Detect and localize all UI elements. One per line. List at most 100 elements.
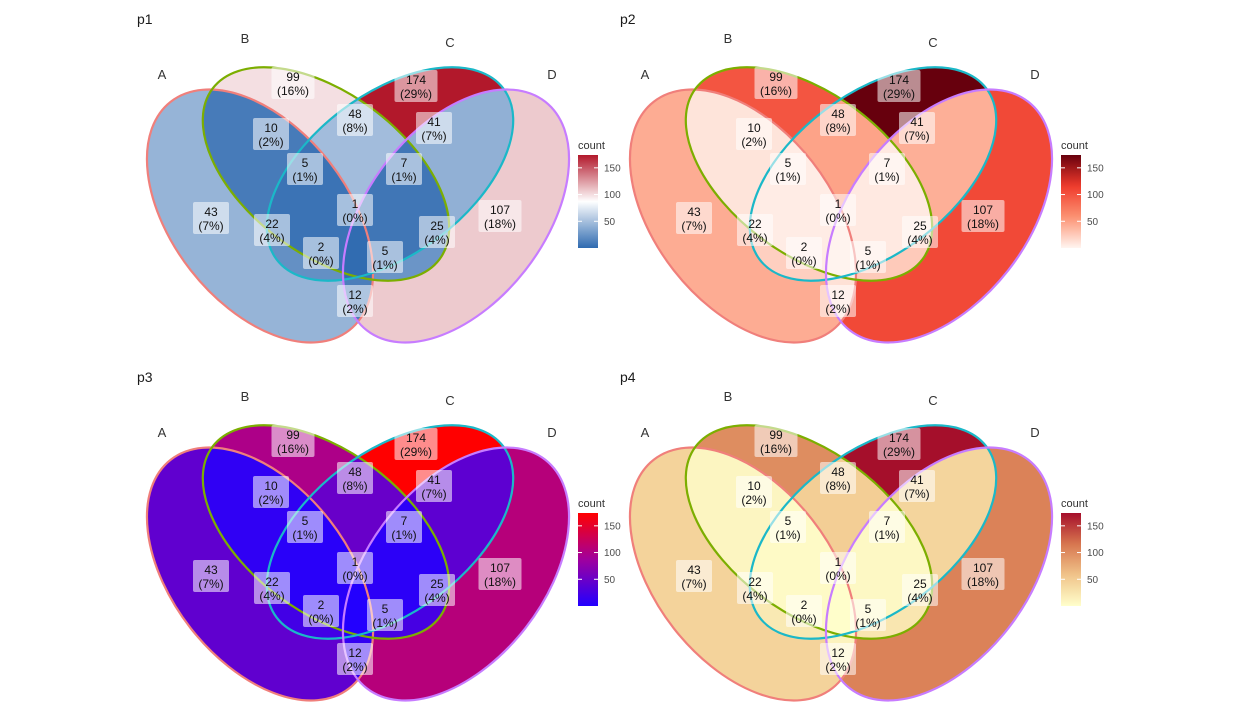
set-label-d: D xyxy=(1030,425,1039,440)
region-label-box xyxy=(337,552,373,584)
region-label-abcd: 1(0%) xyxy=(337,194,373,226)
region-count: 22 xyxy=(748,575,762,589)
region-label-box xyxy=(254,572,290,604)
region-percent: (7%) xyxy=(198,577,223,591)
legend: count 50 100 150 xyxy=(578,498,621,606)
region-label-d: 107(18%) xyxy=(478,200,522,232)
region-label-box xyxy=(386,153,422,185)
region-label-acd: 2(0%) xyxy=(786,595,822,627)
region-label-bcd: 7(1%) xyxy=(869,511,905,543)
region-label-box xyxy=(736,118,772,150)
region-percent: (4%) xyxy=(742,589,767,603)
region-count: 5 xyxy=(865,602,872,616)
region-label-box xyxy=(820,643,856,675)
legend: count 50 100 150 xyxy=(1061,498,1104,606)
region-label-ac: 22(4%) xyxy=(737,572,773,604)
region-label-box xyxy=(416,112,452,144)
region-count: 25 xyxy=(430,577,444,591)
region-label-b: 99(16%) xyxy=(754,67,798,99)
region-percent: (2%) xyxy=(741,493,766,507)
region-label-box xyxy=(786,237,822,269)
region-label-acd: 2(0%) xyxy=(303,237,339,269)
region-label-box xyxy=(367,599,403,631)
region-label-d: 107(18%) xyxy=(961,200,1005,232)
set-outline-a xyxy=(628,446,858,702)
region-label-box xyxy=(786,595,822,627)
region-label-abcd: 1(0%) xyxy=(820,194,856,226)
region-count: 5 xyxy=(302,156,309,170)
legend-tick-label: 100 xyxy=(604,548,621,559)
region-label-abc: 5(1%) xyxy=(287,511,323,543)
region-label-box xyxy=(850,599,886,631)
region-percent: (16%) xyxy=(277,84,309,98)
region-label-box xyxy=(193,560,229,592)
legend-title: count xyxy=(1061,140,1088,152)
region-label-bcd: 7(1%) xyxy=(869,153,905,185)
region-label-box xyxy=(899,470,935,502)
region-percent: (0%) xyxy=(825,569,850,583)
region-percent: (1%) xyxy=(292,528,317,542)
region-percent: (8%) xyxy=(342,479,367,493)
region-count: 41 xyxy=(910,115,924,129)
region-label-bd: 25(4%) xyxy=(902,574,938,606)
region-label-bcd: 7(1%) xyxy=(386,511,422,543)
region-label-ab: 10(2%) xyxy=(253,476,289,508)
region-label-box xyxy=(287,153,323,185)
region-count: 22 xyxy=(265,217,279,231)
region-label-d: 107(18%) xyxy=(478,558,522,590)
region-label-ad: 12(2%) xyxy=(820,285,856,317)
set-label-b: B xyxy=(241,31,250,46)
region-percent: (18%) xyxy=(484,217,516,231)
region-percent: (4%) xyxy=(259,589,284,603)
set-label-c: C xyxy=(928,393,937,408)
region-count: 5 xyxy=(785,514,792,528)
region-percent: (7%) xyxy=(198,219,223,233)
region-percent: (7%) xyxy=(681,577,706,591)
region-label-box xyxy=(337,194,373,226)
region-count: 99 xyxy=(769,70,783,84)
region-label-box xyxy=(877,70,921,102)
region-label-box xyxy=(877,428,921,460)
region-label-box xyxy=(337,462,373,494)
region-label-ad: 12(2%) xyxy=(337,285,373,317)
set-label-c: C xyxy=(445,393,454,408)
region-percent: (1%) xyxy=(372,616,397,630)
region-label-box xyxy=(419,574,455,606)
region-label-box xyxy=(820,194,856,226)
region-percent: (0%) xyxy=(308,612,333,626)
region-label-box xyxy=(820,462,856,494)
region-label-acd: 2(0%) xyxy=(786,237,822,269)
region-count: 12 xyxy=(831,646,845,660)
legend-tick-label: 150 xyxy=(1087,163,1104,174)
region-label-a: 43(7%) xyxy=(676,202,712,234)
region-label-box xyxy=(303,595,339,627)
region-label-ab: 10(2%) xyxy=(736,118,772,150)
region-label-ac: 22(4%) xyxy=(737,214,773,246)
set-label-c: C xyxy=(928,35,937,50)
region-label-a: 43(7%) xyxy=(676,560,712,592)
region-percent: (4%) xyxy=(424,591,449,605)
region-label-abc: 5(1%) xyxy=(287,153,323,185)
region-count: 7 xyxy=(884,514,891,528)
region-percent: (18%) xyxy=(967,575,999,589)
region-label-box xyxy=(478,558,522,590)
legend-colorbar xyxy=(578,155,598,248)
region-label-box xyxy=(770,511,806,543)
region-label-box xyxy=(869,511,905,543)
region-percent: (29%) xyxy=(883,445,915,459)
region-label-b: 99(16%) xyxy=(271,67,315,99)
region-label-a: 43(7%) xyxy=(193,560,229,592)
region-percent: (4%) xyxy=(907,591,932,605)
set-label-a: A xyxy=(158,425,167,440)
region-percent: (4%) xyxy=(259,231,284,245)
region-count: 25 xyxy=(430,219,444,233)
region-percent: (7%) xyxy=(681,219,706,233)
region-count: 107 xyxy=(973,561,993,575)
region-label-abcd: 1(0%) xyxy=(820,552,856,584)
region-label-b: 99(16%) xyxy=(271,425,315,457)
legend-title: count xyxy=(578,140,605,152)
region-label-box xyxy=(754,67,798,99)
region-percent: (2%) xyxy=(342,302,367,316)
region-percent: (7%) xyxy=(904,487,929,501)
region-label-bc: 48(8%) xyxy=(337,462,373,494)
